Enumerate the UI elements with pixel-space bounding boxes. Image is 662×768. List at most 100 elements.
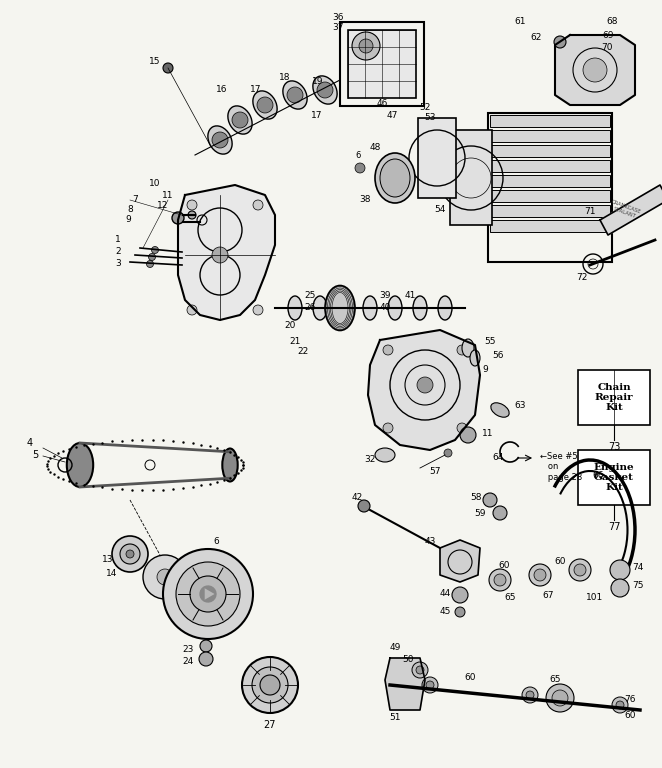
Circle shape	[452, 587, 468, 603]
Ellipse shape	[313, 76, 337, 104]
Text: 45: 45	[440, 607, 451, 617]
Text: 5: 5	[32, 450, 38, 460]
Text: 60: 60	[554, 558, 566, 567]
Circle shape	[552, 690, 568, 706]
Text: 9: 9	[125, 216, 131, 224]
Ellipse shape	[438, 296, 452, 320]
Circle shape	[383, 423, 393, 433]
Circle shape	[176, 562, 240, 626]
Bar	[348, 30, 416, 98]
Circle shape	[569, 559, 591, 581]
Circle shape	[612, 697, 628, 713]
Circle shape	[317, 82, 333, 98]
Circle shape	[112, 536, 148, 572]
Circle shape	[534, 569, 546, 581]
Text: 48: 48	[369, 144, 381, 153]
Circle shape	[522, 687, 538, 703]
Polygon shape	[204, 586, 216, 594]
Bar	[340, 22, 424, 106]
Bar	[490, 145, 610, 157]
Ellipse shape	[338, 296, 352, 320]
Bar	[490, 190, 610, 202]
Text: 77: 77	[608, 522, 620, 532]
Ellipse shape	[413, 296, 427, 320]
Circle shape	[190, 576, 226, 612]
Circle shape	[187, 200, 197, 210]
Text: 61: 61	[514, 18, 526, 27]
Ellipse shape	[388, 296, 402, 320]
Circle shape	[148, 253, 156, 260]
Circle shape	[455, 607, 465, 617]
Circle shape	[146, 260, 154, 267]
Ellipse shape	[288, 296, 302, 320]
Text: 51: 51	[389, 713, 401, 723]
Circle shape	[242, 657, 298, 713]
Bar	[490, 175, 610, 187]
Text: 11: 11	[482, 429, 494, 438]
Circle shape	[163, 549, 253, 639]
Circle shape	[444, 449, 452, 457]
Circle shape	[489, 569, 511, 591]
Text: 63: 63	[514, 400, 526, 409]
Circle shape	[460, 427, 476, 443]
Polygon shape	[385, 658, 425, 710]
Circle shape	[199, 652, 213, 666]
Ellipse shape	[375, 153, 415, 203]
Circle shape	[494, 574, 506, 586]
Circle shape	[257, 97, 273, 113]
Ellipse shape	[208, 126, 232, 154]
Polygon shape	[204, 594, 216, 602]
Bar	[490, 220, 610, 232]
Text: 65: 65	[504, 594, 516, 603]
Text: 54: 54	[434, 206, 446, 214]
Bar	[488, 113, 612, 262]
Text: 42: 42	[352, 494, 363, 502]
Circle shape	[120, 544, 140, 564]
Circle shape	[188, 211, 196, 219]
Text: 36: 36	[332, 12, 344, 22]
Ellipse shape	[375, 448, 395, 462]
Circle shape	[416, 666, 424, 674]
Polygon shape	[178, 185, 275, 320]
Circle shape	[163, 63, 173, 73]
Text: 27: 27	[263, 720, 276, 730]
Text: 60: 60	[624, 710, 636, 720]
Circle shape	[358, 500, 370, 512]
Circle shape	[417, 377, 433, 393]
Text: 21: 21	[289, 337, 301, 346]
Text: 6: 6	[355, 151, 361, 161]
Text: 73: 73	[608, 442, 620, 452]
Text: 64: 64	[493, 452, 504, 462]
Text: 25: 25	[305, 292, 316, 300]
Text: 40: 40	[379, 303, 391, 312]
Bar	[490, 160, 610, 172]
Circle shape	[412, 662, 428, 678]
Circle shape	[253, 305, 263, 315]
Text: 55: 55	[484, 337, 496, 346]
Text: 46: 46	[376, 98, 388, 108]
Ellipse shape	[491, 402, 509, 417]
Text: 41: 41	[404, 292, 416, 300]
Text: 24: 24	[182, 657, 193, 666]
Circle shape	[260, 675, 280, 695]
Text: 3: 3	[115, 259, 121, 267]
Text: 57: 57	[429, 468, 441, 476]
Ellipse shape	[222, 449, 238, 482]
Bar	[490, 205, 610, 217]
Text: 76: 76	[624, 696, 636, 704]
Circle shape	[359, 39, 373, 53]
Polygon shape	[440, 540, 480, 582]
Circle shape	[212, 132, 228, 148]
Text: 32: 32	[364, 455, 376, 465]
Text: 101: 101	[587, 594, 604, 603]
Circle shape	[483, 493, 497, 507]
Circle shape	[152, 247, 158, 253]
Circle shape	[287, 87, 303, 103]
Text: 6: 6	[213, 538, 219, 547]
Circle shape	[422, 677, 438, 693]
Text: 39: 39	[379, 292, 391, 300]
Text: CRANKCASE
SEALANT: CRANKCASE SEALANT	[608, 200, 641, 220]
Text: 49: 49	[389, 644, 401, 653]
Text: 22: 22	[297, 347, 308, 356]
Text: Engine
Gasket
Kit: Engine Gasket Kit	[594, 462, 634, 492]
